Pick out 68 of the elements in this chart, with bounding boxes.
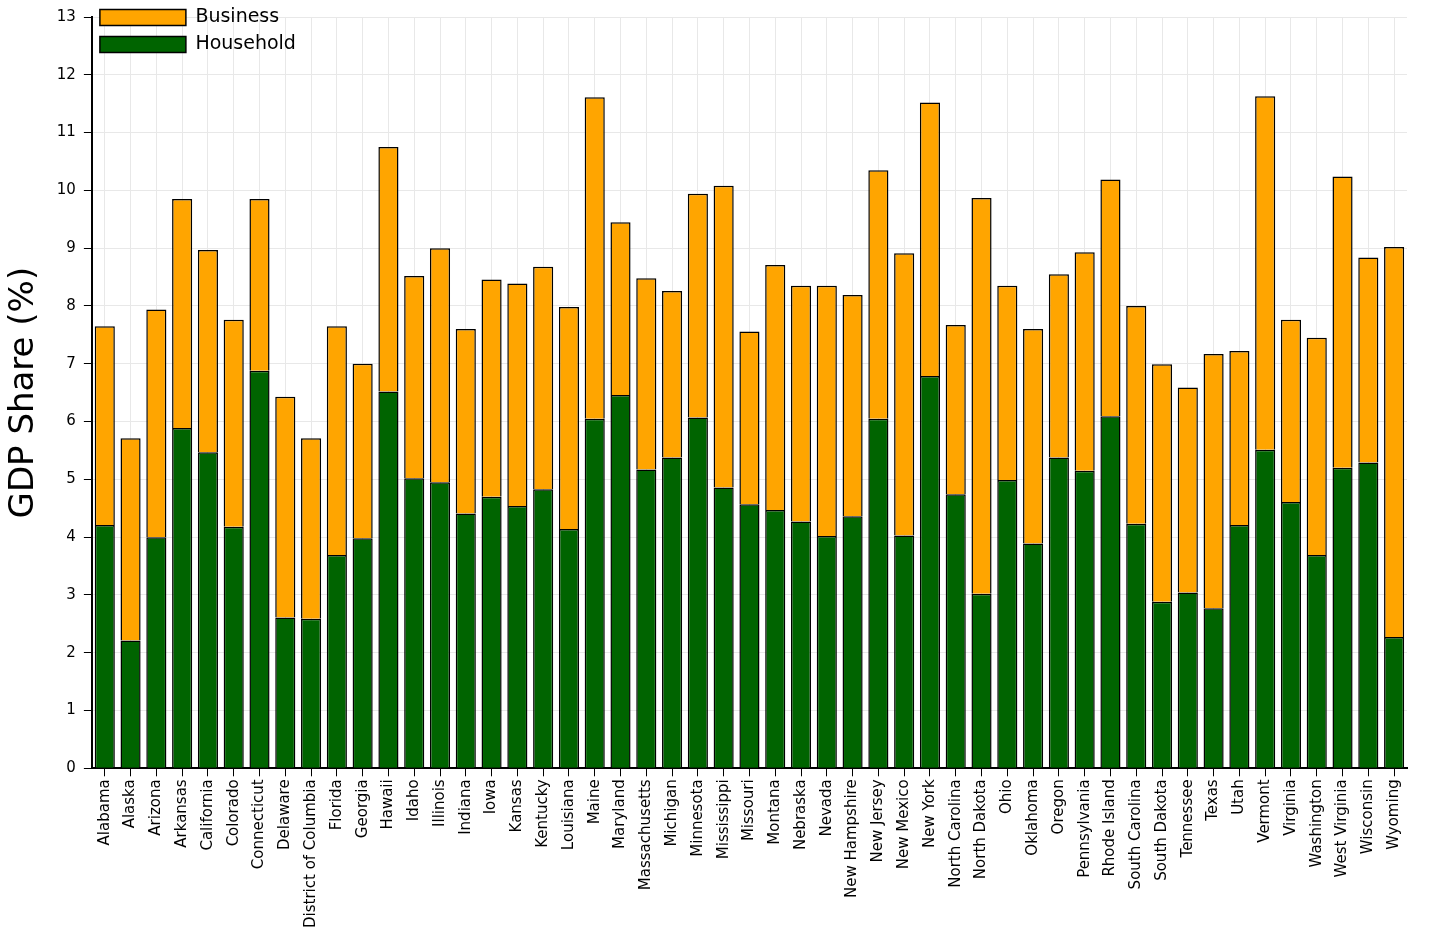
x-tick-label: Nevada [816, 779, 835, 837]
x-tick-label: New Hampshire [842, 779, 861, 898]
x-tick-label: Maine [584, 779, 603, 825]
y-tick-label: 10 [56, 180, 76, 199]
x-tick-label: Virginia [1280, 779, 1299, 836]
x-tick-label: New Mexico [894, 779, 913, 870]
y-tick-label: 6 [66, 411, 76, 430]
y-tick-label: 2 [66, 642, 76, 661]
x-tick-label: Georgia [352, 779, 371, 839]
y-tick-label: 9 [66, 238, 76, 257]
x-tick-label: Kansas [507, 779, 526, 833]
x-tick-label: Washington [1306, 779, 1325, 868]
x-tick-label: Colorado [223, 779, 242, 847]
y-tick-label: 4 [66, 527, 76, 546]
x-tick-label: West Virginia [1332, 779, 1351, 878]
x-tick-label: Oklahoma [1022, 779, 1041, 856]
legend-label: Business [195, 4, 280, 27]
x-tick-label: Vermont [1255, 779, 1274, 843]
x-tick-label: Tennessee [1177, 779, 1196, 859]
y-tick-label: 13 [56, 6, 76, 25]
x-tick-label: Rhode Island [1100, 779, 1119, 877]
x-tick-label: Texas [1203, 779, 1222, 822]
y-tick-label: 1 [66, 700, 76, 719]
x-tick-label: Idaho [404, 779, 423, 822]
x-tick-label: Mississippi [713, 779, 732, 860]
x-tick-label: Alaska [120, 779, 139, 829]
x-tick-label: Hawaii [378, 779, 397, 830]
x-tick-label: North Dakota [971, 779, 990, 880]
x-tick-label: New Jersey [868, 779, 887, 863]
x-tick-label: Louisiana [558, 779, 577, 851]
x-tick-label: Alabama [94, 779, 113, 846]
x-tick-label: Connecticut [249, 779, 268, 870]
x-tick-label: Montana [765, 779, 784, 845]
x-tick-label: Massachusetts [636, 779, 655, 891]
x-tick-label: Michigan [661, 779, 680, 847]
x-tick-label: Iowa [481, 779, 500, 815]
y-tick-label: 3 [66, 584, 76, 603]
x-tick-label: Wyoming [1384, 779, 1402, 850]
x-tick-label: South Carolina [1126, 779, 1145, 890]
x-tick-label: Arizona [146, 779, 165, 836]
x-tick-label: Ohio [997, 779, 1016, 814]
y-axis-title: GDP Share (%) [1, 266, 42, 519]
x-tick-label: Minnesota [687, 779, 706, 857]
x-tick-label: New York [919, 779, 938, 848]
x-tick-label: Missouri [739, 779, 758, 842]
x-tick-label: Oregon [1048, 779, 1067, 835]
legend-label: Household [195, 31, 296, 54]
x-tick-label: Florida [326, 779, 345, 831]
y-tick-label: 8 [66, 295, 76, 314]
y-tick-label: 11 [56, 122, 76, 141]
x-tick-label: Wisconsin [1358, 779, 1377, 855]
x-tick-label: Illinois [429, 779, 448, 827]
x-tick-label: Indiana [455, 779, 474, 835]
y-tick-label: 12 [56, 64, 76, 83]
x-tick-label: Nebraska [790, 779, 809, 851]
x-tick-label: Utah [1229, 779, 1248, 815]
x-tick-label: Maryland [610, 779, 629, 849]
x-tick-label: South Dakota [1151, 779, 1170, 881]
y-tick-label: 5 [66, 469, 76, 488]
x-tick-label: Arkansas [172, 779, 191, 848]
x-tick-label: Delaware [275, 779, 294, 850]
x-tick-label: Pennsylvania [1074, 779, 1093, 878]
y-tick-label: 7 [66, 353, 76, 372]
x-tick-label: North Carolina [945, 779, 964, 888]
x-tick-label: California [197, 779, 216, 851]
y-tick-label: 0 [66, 758, 76, 777]
x-tick-label: Kentucky [533, 779, 552, 848]
x-tick-label: District of Columbia [300, 779, 319, 929]
